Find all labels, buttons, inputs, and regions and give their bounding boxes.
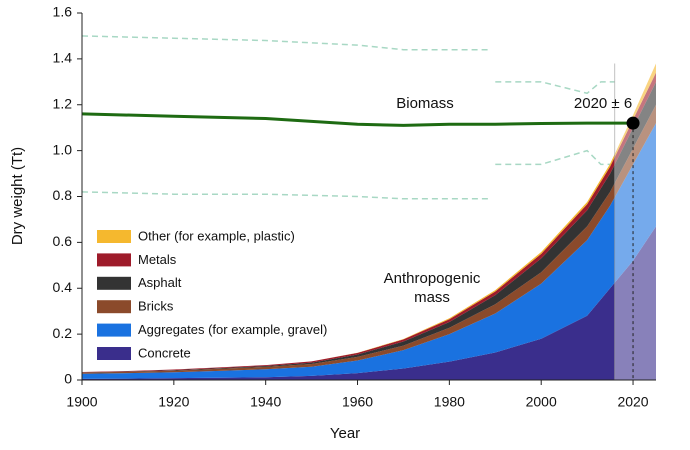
x-tick-label: 1960	[342, 394, 373, 410]
projection-shade	[614, 13, 656, 380]
biomass-range	[81, 35, 491, 51]
biomass-range	[495, 149, 615, 166]
legend-label: Other (for example, plastic)	[138, 228, 295, 243]
y-tick-label: 0.4	[53, 279, 73, 295]
y-tick-label: 0.2	[53, 325, 73, 341]
y-tick-label: 1.2	[53, 95, 73, 111]
x-tick-label: 1900	[66, 394, 97, 410]
annotation: Anthropogenic mass	[384, 270, 481, 306]
y-tick-label: 0	[64, 371, 72, 387]
legend-label: Concrete	[138, 345, 191, 360]
y-tick-label: 0.8	[53, 187, 73, 203]
legend-label: Bricks	[138, 299, 174, 314]
biomass-range	[81, 191, 491, 200]
y-axis-label: Dry weight (Tt)	[9, 147, 26, 245]
x-tick-label: 1980	[434, 394, 465, 410]
x-axis-label: Year	[330, 425, 360, 442]
x-tick-label: 1920	[158, 394, 189, 410]
y-tick-label: 1.0	[53, 141, 73, 157]
x-tick-label: 1940	[250, 394, 281, 410]
legend-label: Aggregates (for example, gravel)	[138, 322, 327, 337]
area	[82, 123, 656, 379]
y-tick-label: 1.4	[53, 50, 73, 66]
biomass-line	[81, 112, 634, 127]
legend-swatch	[97, 323, 131, 337]
crossover-point	[626, 116, 640, 130]
legend-label: Metals	[138, 252, 177, 267]
y-tick-label: 1.6	[53, 4, 73, 20]
biomass-label: Biomass	[396, 95, 454, 112]
biomass-range	[495, 81, 615, 95]
x-tick-label: 2020	[617, 394, 648, 410]
legend-swatch	[97, 253, 131, 267]
legend-swatch	[97, 347, 131, 360]
crossover-label: 2020 ± 6	[574, 95, 632, 112]
y-tick-label: 0.6	[53, 233, 73, 249]
x-tick-label: 2000	[526, 394, 557, 410]
legend-label: Asphalt	[138, 275, 182, 290]
legend-swatch	[97, 300, 131, 314]
area	[82, 226, 656, 380]
legend-swatch	[97, 230, 131, 243]
legend-swatch	[97, 276, 131, 290]
